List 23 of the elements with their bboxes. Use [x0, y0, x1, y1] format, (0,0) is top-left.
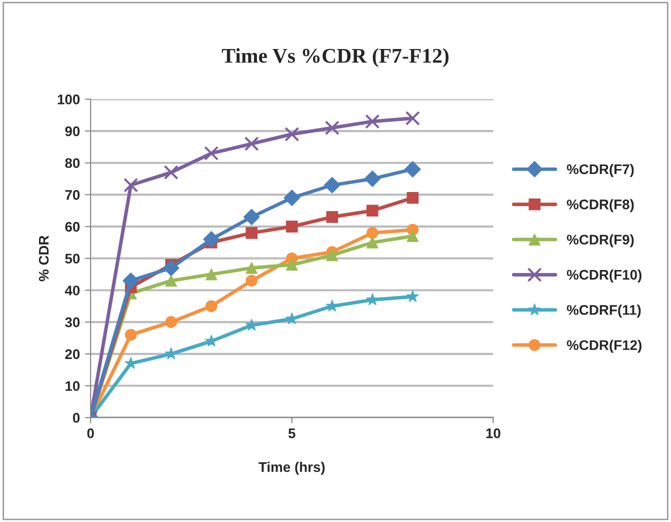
y-tick-label: 90 — [65, 126, 80, 136]
chart-title: Time Vs %CDR (F7-F12) — [222, 48, 448, 68]
y-tick-label: 60 — [65, 222, 80, 232]
legend-label: %CDRF(11) — [566, 304, 641, 318]
legend-label: %CDR(F12) — [566, 340, 642, 353]
legend-label: %CDR(F7) — [566, 164, 634, 177]
y-tick-label: 30 — [65, 317, 80, 328]
y-tick-label: 70 — [65, 190, 80, 200]
legend-label: %CDR(F8) — [566, 199, 634, 212]
y-tick-label: 0 — [72, 412, 80, 423]
y-tick-label: 40 — [64, 286, 80, 296]
y-tick-label: 100 — [58, 94, 80, 104]
x-axis-title: Time (hrs) — [258, 462, 325, 475]
legend-label: %CDR(F10) — [566, 270, 642, 282]
y-tick-label: 80 — [65, 158, 80, 168]
x-tick-label: 10 — [486, 428, 500, 438]
y-tick-label: 10 — [66, 381, 80, 391]
x-tick-label: 0 — [87, 428, 94, 438]
y-axis-title: % CDR — [38, 236, 49, 282]
x-tick-label: 5 — [288, 428, 296, 438]
legend-label: %CDR(F9) — [566, 234, 634, 248]
y-tick-label: 50 — [65, 254, 80, 264]
y-tick-label: 20 — [65, 349, 80, 360]
